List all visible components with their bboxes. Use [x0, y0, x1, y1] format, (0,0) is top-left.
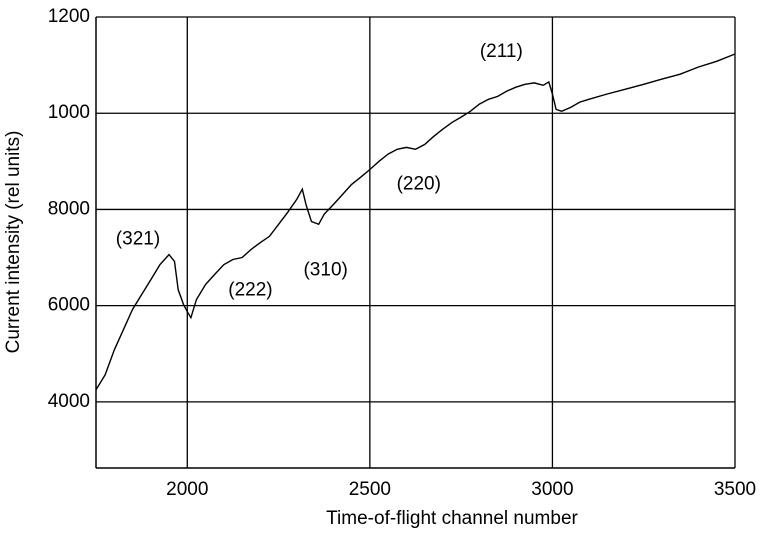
y-tick-label: 1000 — [48, 102, 90, 123]
y-tick-label: 8000 — [48, 198, 90, 219]
x-axis-label: Time-of-flight channel number — [326, 508, 578, 529]
data-line — [95, 53, 736, 391]
y-tick-label: 4000 — [48, 391, 90, 412]
y-tick-label: 1200 — [48, 6, 90, 27]
annotation: (310) — [303, 260, 347, 281]
annotation: (321) — [116, 229, 160, 250]
annotation: (222) — [228, 280, 272, 301]
x-tick-label: 2000 — [166, 479, 208, 500]
x-tick-label: 3500 — [714, 479, 756, 500]
annotation: (211) — [480, 41, 523, 62]
annotation: (220) — [397, 173, 441, 194]
y-tick-label: 6000 — [48, 295, 90, 316]
x-tick-label: 2500 — [349, 479, 391, 500]
x-tick-label: 3000 — [531, 479, 573, 500]
y-axis-label: Current intensity (rel units) — [3, 131, 24, 354]
